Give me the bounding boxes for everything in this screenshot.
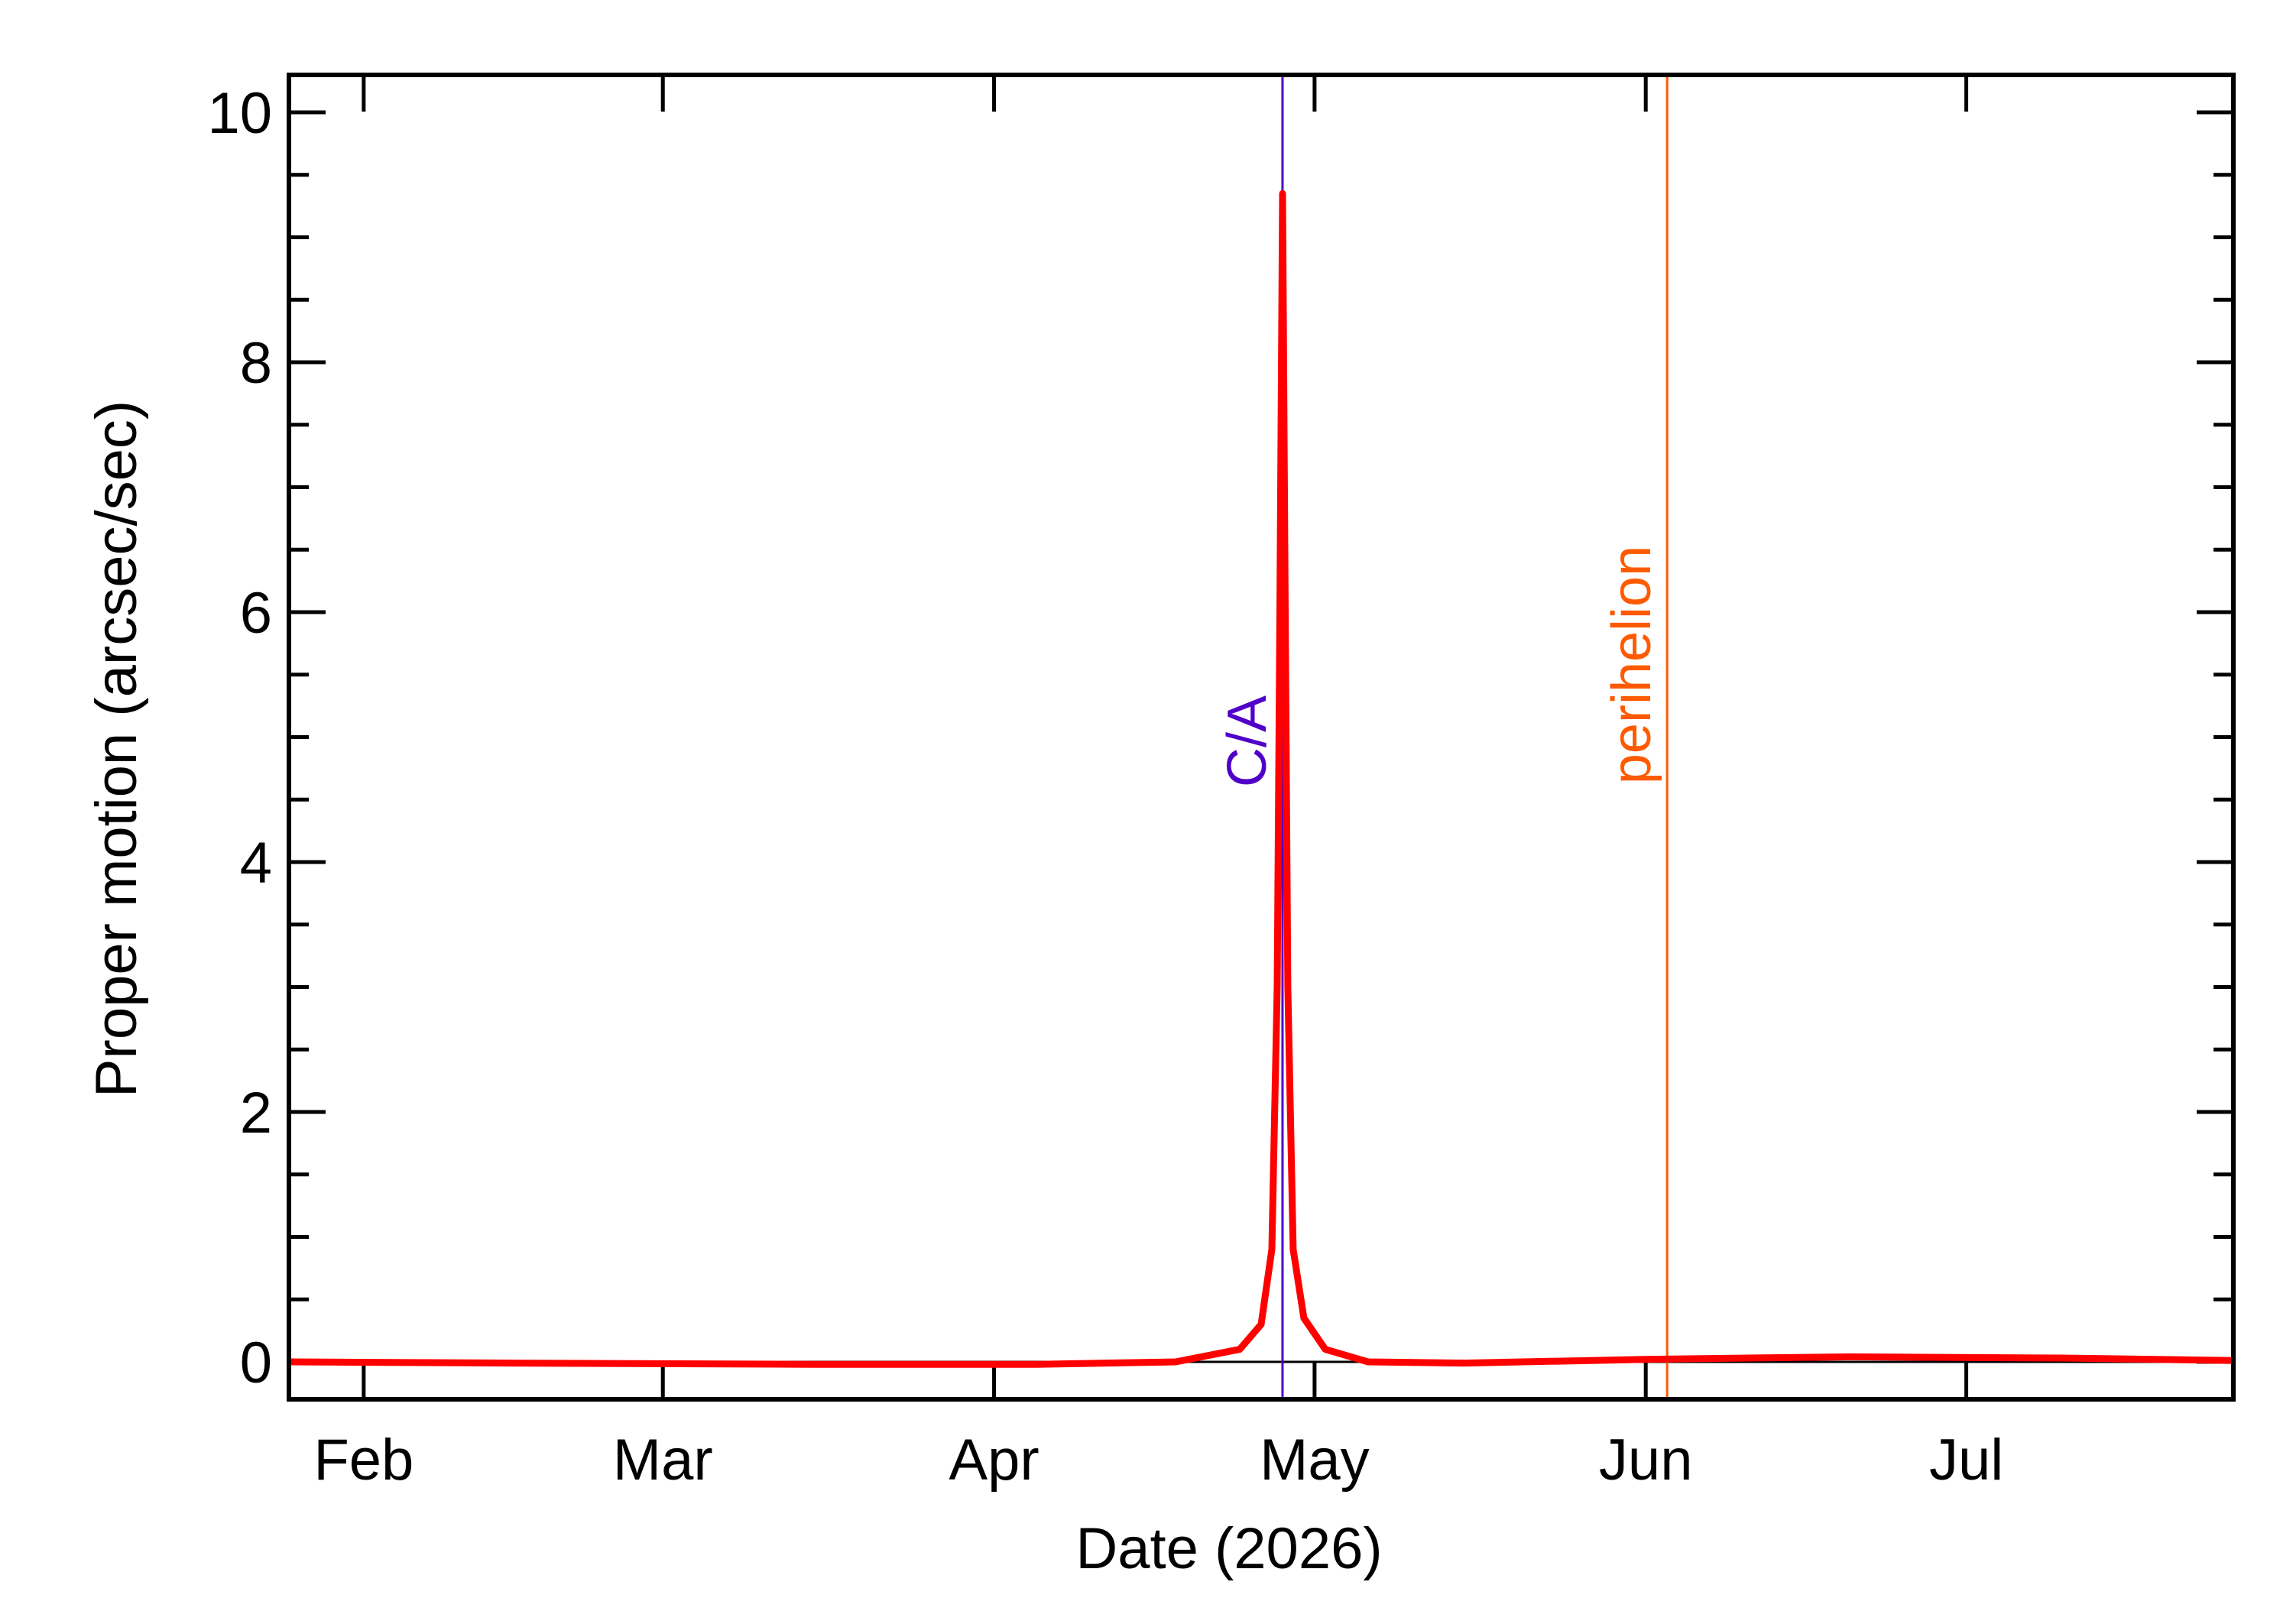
- y-tick-label-8: 8: [240, 331, 272, 396]
- x-tick-label-apr: Apr: [949, 1428, 1039, 1493]
- y-tick-label-4: 4: [240, 831, 272, 896]
- y-tick-label-0: 0: [240, 1331, 272, 1395]
- y-axis-title: Proper motion (arcsec/sec): [84, 400, 149, 1097]
- series-line: [288, 190, 2234, 1368]
- x-tick-label-may: May: [1260, 1428, 1370, 1493]
- x-axis-title: Date (2026): [1075, 1516, 1382, 1581]
- x-tick-label-jun: Jun: [1599, 1428, 1693, 1493]
- x-tick-label-jul: Jul: [1929, 1428, 2003, 1493]
- x-tick-label-mar: Mar: [613, 1428, 713, 1493]
- c-a-label: C/A: [1217, 695, 1278, 787]
- y-tick-label-2: 2: [240, 1081, 272, 1146]
- plot-frame: [287, 73, 2236, 1402]
- y-tick-label-6: 6: [240, 581, 272, 646]
- x-tick-label-feb: Feb: [313, 1428, 414, 1493]
- y-tick-label-10: 10: [207, 81, 272, 146]
- perihelion-label: perihelion: [1601, 546, 1662, 784]
